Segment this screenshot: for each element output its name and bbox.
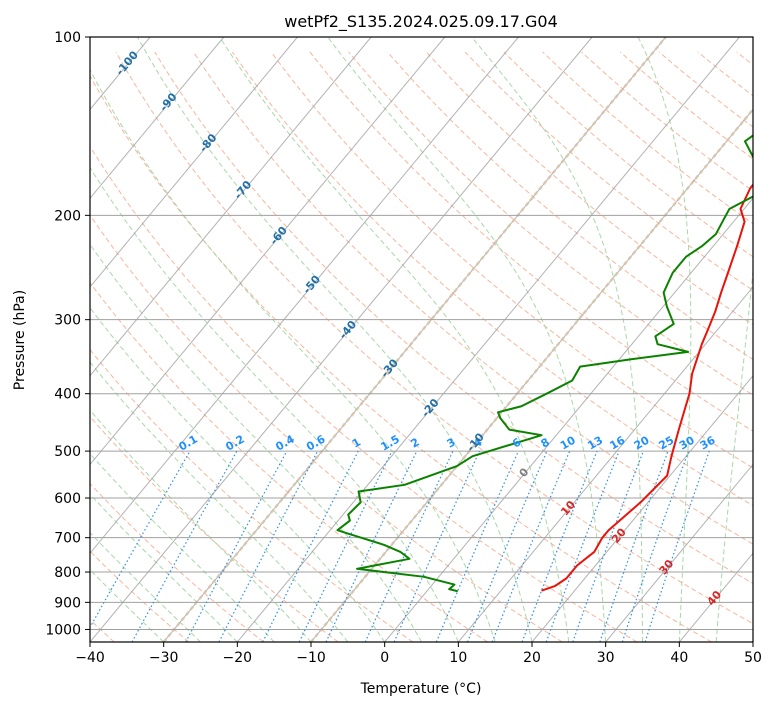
moist-adiabat-line <box>90 361 349 642</box>
moist-adiabat-line <box>90 166 459 642</box>
dry-adiabat-line <box>425 51 753 326</box>
moist-adiabat-line <box>637 37 692 642</box>
isotherm-line <box>605 463 753 642</box>
y-tick-label: 100 <box>54 30 81 46</box>
x-tick-label: −10 <box>296 650 326 666</box>
isotherm-line <box>90 37 225 200</box>
y-axis-label: Pressure (hPa) <box>12 290 28 390</box>
y-tick-label: 900 <box>54 595 81 611</box>
moist-adiabat-line <box>90 452 275 642</box>
moist-adiabat-line <box>137 37 533 642</box>
x-tick-label: 0 <box>380 650 389 666</box>
isotherm-line <box>236 37 740 642</box>
x-tick-label: 10 <box>449 650 467 666</box>
chart-title: wetPf2_S135.2024.025.09.17.G04 <box>284 12 558 32</box>
plot-frame <box>89 36 754 643</box>
plot-grid <box>90 37 753 642</box>
dry-adiabat-line <box>90 145 638 642</box>
mixing-ratio-line <box>644 450 710 642</box>
moist-adiabat-line <box>90 531 201 642</box>
hail-growth-isotherm <box>162 37 667 642</box>
mixing-ratio-line <box>545 450 620 642</box>
moist-adiabat-line <box>90 243 422 642</box>
x-tick-label: −30 <box>149 650 179 666</box>
y-tick-label: 600 <box>54 491 81 507</box>
dry-adiabat-line <box>90 281 488 642</box>
y-tick-label: 500 <box>54 444 81 460</box>
x-tick-label: −20 <box>223 650 253 666</box>
dry-adiabat-line <box>387 51 753 361</box>
moist-adiabat-line <box>715 265 753 642</box>
dry-adiabat-line <box>193 51 753 545</box>
mixing-ratio-line <box>599 450 669 642</box>
mixing-ratio-line <box>435 450 519 642</box>
isotherm-line <box>531 374 753 642</box>
isotherm-line <box>90 37 446 466</box>
isotherm-line <box>90 37 593 642</box>
isotherm-line <box>90 37 519 555</box>
x-tick-label: −40 <box>75 650 105 666</box>
x-tick-label: 40 <box>670 650 688 666</box>
isotherm-line <box>90 37 372 377</box>
dewpoint-profile-line <box>336 134 753 593</box>
temperature-profile-line <box>541 183 753 592</box>
mixing-ratio-line <box>491 450 571 642</box>
mixing-ratio-line <box>90 450 191 629</box>
x-axis-label: Temperature (°C) <box>360 681 482 697</box>
x-tick-label: 30 <box>597 650 615 666</box>
y-tick-label: 800 <box>54 565 81 581</box>
dry-adiabat-line <box>90 415 339 642</box>
mixing-ratio-line <box>131 450 238 642</box>
y-tick-label: 1000 <box>45 622 81 638</box>
moist-adiabat-line <box>90 307 386 642</box>
isotherm-line <box>384 197 753 642</box>
hail-growth-isotherm <box>310 107 753 642</box>
mixing-ratio-line <box>393 450 481 642</box>
moist-adiabat-line <box>90 68 496 642</box>
axes: −40 −30 −20 −10 0 10 20 30 40 50 100 200 300 400 500 60… <box>45 30 762 666</box>
dry-adiabat-line <box>270 51 753 469</box>
y-tick-label: 700 <box>54 531 81 547</box>
isotherm-line <box>457 286 753 642</box>
moist-adiabat-line <box>219 37 570 642</box>
mixing-ratio-line <box>185 450 288 642</box>
moist-adiabat-line <box>90 493 238 642</box>
moist-adiabat-line <box>90 569 165 642</box>
dry-adiabat-line <box>309 51 753 432</box>
dry-adiabat-line <box>115 51 753 625</box>
y-tick-label: 300 <box>54 313 81 329</box>
dry-adiabat-line <box>231 51 753 507</box>
moist-adiabat-line <box>327 37 607 642</box>
isotherm-line <box>90 37 298 288</box>
y-tick-label: 200 <box>54 208 81 224</box>
dry-adiabat-line <box>90 214 563 642</box>
mixing-ratio-line <box>262 450 359 642</box>
moist-adiabat-line <box>471 37 643 642</box>
mixing-ratio-line <box>521 450 598 642</box>
mixing-ratio-line <box>572 450 644 642</box>
mixing-ratio-line <box>621 450 690 642</box>
x-tick-label: 20 <box>523 650 541 666</box>
dry-adiabat-line <box>154 51 753 584</box>
mixing-ratio-line <box>466 450 548 642</box>
x-tick-label: 50 <box>744 650 762 666</box>
y-tick-label: 400 <box>54 387 81 403</box>
plot-series <box>336 134 753 593</box>
dry-adiabat-line <box>90 482 264 642</box>
